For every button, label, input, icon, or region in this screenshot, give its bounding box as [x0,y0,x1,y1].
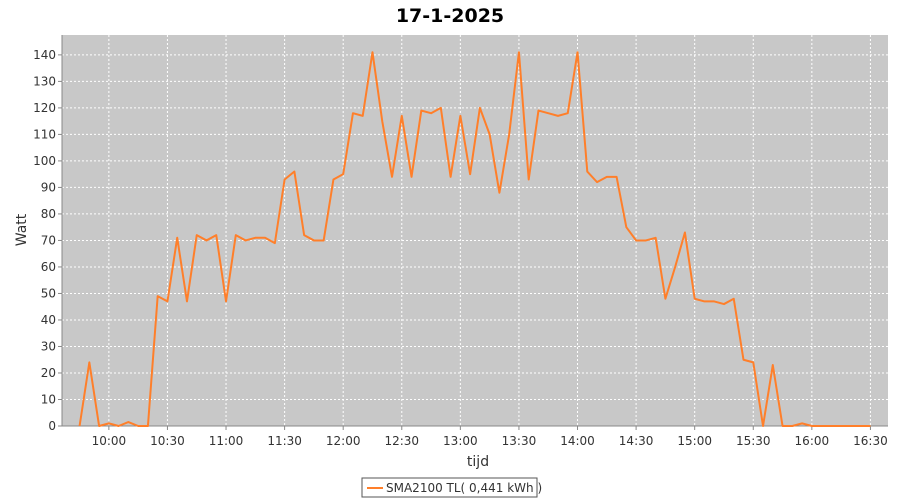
y-tick-label: 90 [41,180,56,194]
legend [361,477,538,498]
x-tick-label: 16:30 [853,434,888,448]
y-tick-label: 40 [41,313,56,327]
x-tick-label: 13:30 [502,434,537,448]
x-tick-label: 16:00 [795,434,830,448]
x-tick-label: 15:30 [736,434,771,448]
x-tick-label: 14:00 [560,434,595,448]
y-tick-label: 100 [33,154,56,168]
x-tick-label: 13:00 [443,434,478,448]
y-tick-label: 60 [41,260,56,274]
x-tick-label: 12:00 [326,434,361,448]
x-tick-label: 11:00 [209,434,244,448]
y-tick-label: 20 [41,366,56,380]
y-tick-label: 70 [41,233,56,247]
y-tick-label: 10 [41,392,56,406]
x-tick-label: 14:30 [619,434,654,448]
y-tick-label: 0 [48,419,56,433]
chart-title: 17-1-2025 [396,5,504,27]
y-tick-label: 50 [41,286,56,300]
x-tick-label: 10:00 [92,434,127,448]
y-tick-label: 140 [33,48,56,62]
y-tick-label: 110 [33,127,56,141]
y-axis-label: Watt [14,213,30,246]
series-line [78,51,871,427]
y-tick-label: 30 [41,339,56,353]
y-tick-label: 130 [33,74,56,88]
x-tick-label: 12:30 [384,434,419,448]
x-axis-label: tijd [467,454,489,470]
x-tick-label: 11:30 [267,434,302,448]
x-tick-label: 15:00 [677,434,712,448]
legend-label: SMA2100 TL( 0,441 kWh ) [386,481,542,495]
y-tick-label: 120 [33,101,56,115]
x-tick-label: 10:30 [150,434,185,448]
y-tick-label: 80 [41,207,56,221]
plot-area [62,35,888,426]
